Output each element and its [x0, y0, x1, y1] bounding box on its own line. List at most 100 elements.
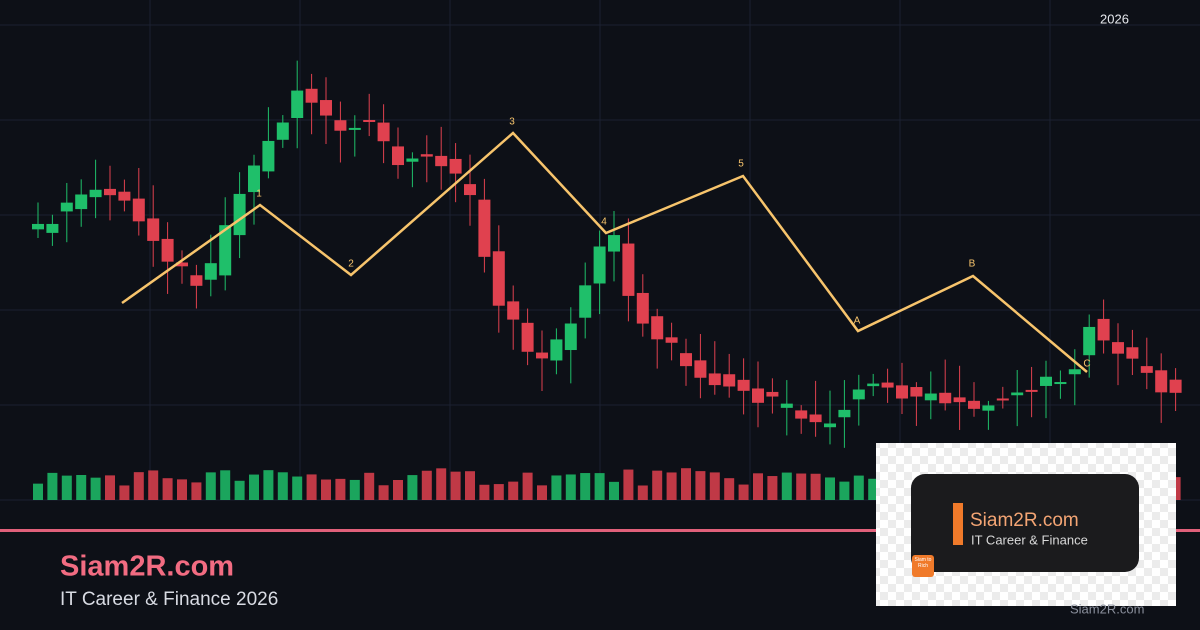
volume-bar [162, 478, 173, 500]
watermark: Siam2R.com [1070, 601, 1144, 616]
volume-bar [349, 479, 360, 500]
candle-body [536, 352, 548, 359]
candle-body [737, 379, 750, 391]
logo-subtitle: IT Career & Finance [971, 532, 1088, 547]
candle-body [377, 122, 390, 142]
candle-body [348, 127, 361, 130]
candle-body [1140, 366, 1153, 373]
volume-bar [450, 471, 461, 500]
candle-body [1155, 370, 1168, 393]
wave-label: 4 [601, 217, 607, 228]
candle-body [147, 218, 160, 241]
volume-bar [853, 475, 864, 500]
candle-body [219, 225, 232, 276]
year-label: 2026 [1100, 11, 1129, 26]
candle-body [1083, 326, 1096, 356]
volume-bar [436, 468, 447, 500]
candle-body [795, 410, 808, 419]
volume-bar [537, 485, 547, 500]
volume-bar [753, 473, 763, 500]
volume-bar [594, 473, 605, 500]
volume-bar [738, 484, 749, 500]
volume-bar [263, 470, 274, 500]
volume-bar [479, 484, 490, 500]
candle-body [132, 198, 145, 222]
volume-bar [148, 470, 159, 500]
volume-bar [177, 479, 187, 500]
volume-bar [364, 472, 375, 500]
candle-body [435, 155, 448, 167]
candle-body [75, 194, 88, 210]
volume-bar [508, 481, 519, 500]
candle-body [1126, 347, 1139, 359]
candle-body [1097, 318, 1110, 341]
candle-body [708, 373, 721, 386]
wave-label: C [1083, 359, 1090, 370]
volume-bar [465, 471, 475, 500]
volume-bar [47, 472, 58, 500]
volume-bar [781, 472, 792, 500]
volume-bar [220, 470, 231, 500]
candle-body [924, 393, 937, 401]
candle-body [262, 140, 275, 172]
footer-subtitle: IT Career & Finance 2026 [60, 589, 278, 610]
volume-bar [191, 482, 202, 500]
wave-label: A [854, 316, 861, 327]
volume-bar [33, 483, 43, 500]
candle-body [1040, 376, 1052, 386]
candle-body [464, 184, 476, 196]
volume-bar [76, 474, 87, 500]
candle-body [521, 322, 534, 352]
candle-body [161, 238, 174, 262]
volume-bar [580, 473, 591, 500]
logo-icon-text-box: Siam to Rich [915, 557, 932, 569]
candle-body [89, 189, 102, 198]
volume-bar [767, 476, 778, 500]
wave-label: 2 [348, 259, 354, 270]
candle-body [334, 120, 347, 131]
logo-icon [912, 555, 934, 577]
volume-bar [421, 470, 432, 500]
candle-body [723, 374, 736, 387]
candle-body [838, 409, 851, 418]
volume-bar [335, 478, 346, 500]
candle-body [608, 235, 620, 252]
candle-body [780, 403, 793, 408]
candle-body [564, 323, 577, 351]
candle-body [579, 285, 592, 318]
volume-bar [796, 473, 807, 500]
divider [0, 529, 1200, 532]
candle-body [867, 383, 880, 387]
candle-body [680, 353, 692, 367]
volume-bar [61, 475, 72, 500]
volume-bar [724, 478, 735, 500]
candle-body [752, 388, 764, 403]
volume-bar [623, 469, 634, 500]
volume-bar [810, 473, 821, 500]
candle-body [449, 158, 462, 174]
volume-bar [407, 475, 418, 500]
logo-panel [911, 474, 1139, 572]
candle-body [896, 385, 908, 399]
candle-body [291, 90, 304, 119]
candle-body [1054, 382, 1067, 385]
footer-title: Siam2R.com [60, 551, 234, 583]
candle-body [118, 191, 131, 201]
volume-bar [565, 474, 576, 500]
wave-label: 5 [738, 159, 744, 170]
volume-bar [522, 472, 533, 500]
volume-bar [234, 480, 245, 500]
candle-body [550, 339, 563, 361]
candles [32, 60, 1182, 448]
volume-bar [652, 470, 663, 500]
candle-body [392, 146, 404, 166]
candle-body [233, 193, 246, 236]
wave-label: B [969, 259, 976, 270]
candle-body [651, 316, 664, 340]
volume-bar [666, 472, 677, 500]
volume-bar [205, 472, 216, 500]
candle-body [996, 398, 1009, 401]
volume-bar [493, 484, 504, 500]
